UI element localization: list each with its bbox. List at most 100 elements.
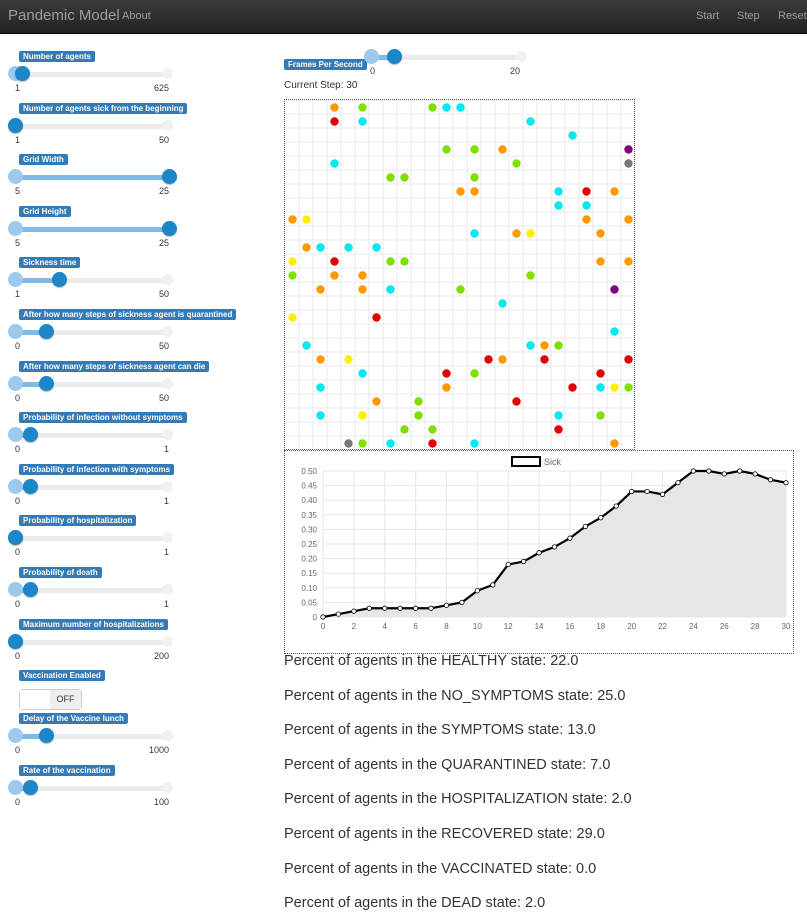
agent-dot <box>470 173 479 182</box>
max-hospitalizations-slider[interactable] <box>8 633 173 651</box>
initial-sick-slider[interactable] <box>8 117 173 135</box>
initial-sick-handle[interactable] <box>8 117 23 133</box>
death-steps-handle[interactable] <box>38 375 54 391</box>
slider-track <box>15 536 169 542</box>
infection-symptoms-handle[interactable] <box>23 478 39 494</box>
vaccination-rate-slider[interactable] <box>8 779 173 797</box>
agent-dot <box>302 341 311 350</box>
initial-sick-min: 1 <box>15 134 21 145</box>
data-point <box>706 468 712 474</box>
vaccination-toggle[interactable]: OFF <box>19 689 82 710</box>
y-tick-label: 0.35 <box>301 511 317 520</box>
agent-dot <box>330 159 339 168</box>
grid-width-max: 25 <box>158 186 169 197</box>
x-tick-label: 28 <box>751 622 760 631</box>
data-point <box>690 468 696 474</box>
fps-handle[interactable] <box>386 49 402 64</box>
x-tick-label: 0 <box>321 622 326 631</box>
agent-dot <box>372 243 381 252</box>
infection-no-symptoms-handle[interactable] <box>23 427 39 443</box>
slider-track <box>371 55 523 60</box>
grid-width-min: 5 <box>15 186 21 197</box>
sickness-time-label: Sickness time <box>19 257 81 269</box>
x-tick-label: 26 <box>720 622 729 631</box>
slider-min-handle <box>8 427 23 443</box>
brand-title[interactable]: Pandemic Model <box>8 7 120 24</box>
quarantine-steps-handle[interactable] <box>38 324 54 339</box>
agent-dot <box>330 271 339 280</box>
agent-dot <box>470 187 479 196</box>
y-tick-label: 0.15 <box>301 569 317 578</box>
death-probability-slider[interactable] <box>8 581 173 599</box>
grid-width-handle[interactable] <box>162 169 177 185</box>
max-hospitalizations-handle[interactable] <box>8 633 23 649</box>
slider-end <box>162 326 173 337</box>
grid-height-slider[interactable] <box>8 220 177 238</box>
infection-no-symptoms-slider[interactable] <box>8 426 173 444</box>
quarantine-steps-max: 50 <box>158 341 169 351</box>
sickness-time-handle[interactable] <box>52 272 68 288</box>
x-tick-label: 14 <box>535 622 544 631</box>
hospitalization-probability-slider[interactable] <box>8 529 173 547</box>
x-tick-label: 16 <box>565 622 574 631</box>
vaccine-delay-min: 0 <box>15 745 21 755</box>
agent-dot <box>624 355 633 364</box>
infection-symptoms-min: 0 <box>15 495 21 506</box>
agent-dot <box>428 103 437 112</box>
vaccine-delay-slider[interactable] <box>8 727 173 745</box>
data-point <box>767 477 774 483</box>
infection-no-symptoms-label: Probability of infection without symptom… <box>19 412 187 424</box>
agent-dot <box>414 397 423 406</box>
sickness-time-slider[interactable] <box>8 271 173 289</box>
slider-end <box>162 480 173 492</box>
death-steps-max: 50 <box>158 392 169 403</box>
agent-dot <box>596 257 605 266</box>
agent-dot <box>568 131 577 140</box>
slider-end <box>162 274 173 286</box>
fps-slider[interactable] <box>364 48 527 66</box>
max-hospitalizations-max: 200 <box>153 650 169 661</box>
agent-dot <box>610 383 619 392</box>
agent-dot <box>610 327 619 336</box>
slider-track <box>15 72 169 77</box>
x-tick-label: 8 <box>444 622 449 631</box>
quarantine-steps-slider[interactable] <box>8 323 173 341</box>
infection-symptoms-slider[interactable] <box>8 478 173 496</box>
agent-dot <box>358 285 367 294</box>
agent-dot <box>470 369 479 378</box>
death-probability-max: 1 <box>163 599 169 609</box>
death-steps-slider[interactable] <box>8 375 173 393</box>
step-button[interactable]: Step <box>737 10 760 22</box>
agent-dot <box>386 257 395 266</box>
data-point <box>598 515 604 521</box>
agent-dot <box>302 243 311 252</box>
grid-height-handle[interactable] <box>162 220 177 236</box>
data-point <box>443 602 450 608</box>
number-of-agents-slider[interactable] <box>8 65 173 83</box>
data-point <box>351 608 357 614</box>
slider-min-handle <box>8 169 23 185</box>
nav-about[interactable]: About <box>122 10 151 22</box>
slider-track <box>15 278 169 284</box>
agent-dot <box>582 201 591 210</box>
slider-track <box>15 786 169 791</box>
number-of-agents-max: 625 <box>153 83 169 93</box>
agent-dot <box>610 439 619 448</box>
x-tick-label: 2 <box>352 622 357 631</box>
data-point <box>397 605 403 611</box>
hospitalization-probability-handle[interactable] <box>8 530 23 546</box>
reset-button[interactable]: Reset <box>778 10 807 22</box>
number-of-agents-handle[interactable] <box>15 66 31 81</box>
vaccination-rate-handle[interactable] <box>23 780 39 795</box>
death-probability-handle[interactable] <box>23 582 39 597</box>
agent-dot <box>582 215 591 224</box>
grid-width-slider[interactable] <box>8 168 177 186</box>
agent-dot <box>288 313 297 322</box>
vaccine-delay-handle[interactable] <box>38 728 54 743</box>
slider-end <box>162 68 173 79</box>
start-button[interactable]: Start <box>696 10 720 22</box>
death-probability-label: Probability of death <box>19 567 102 578</box>
fps-min: 0 <box>370 66 376 76</box>
slider-min-handle <box>8 324 23 339</box>
data-point <box>551 544 558 550</box>
